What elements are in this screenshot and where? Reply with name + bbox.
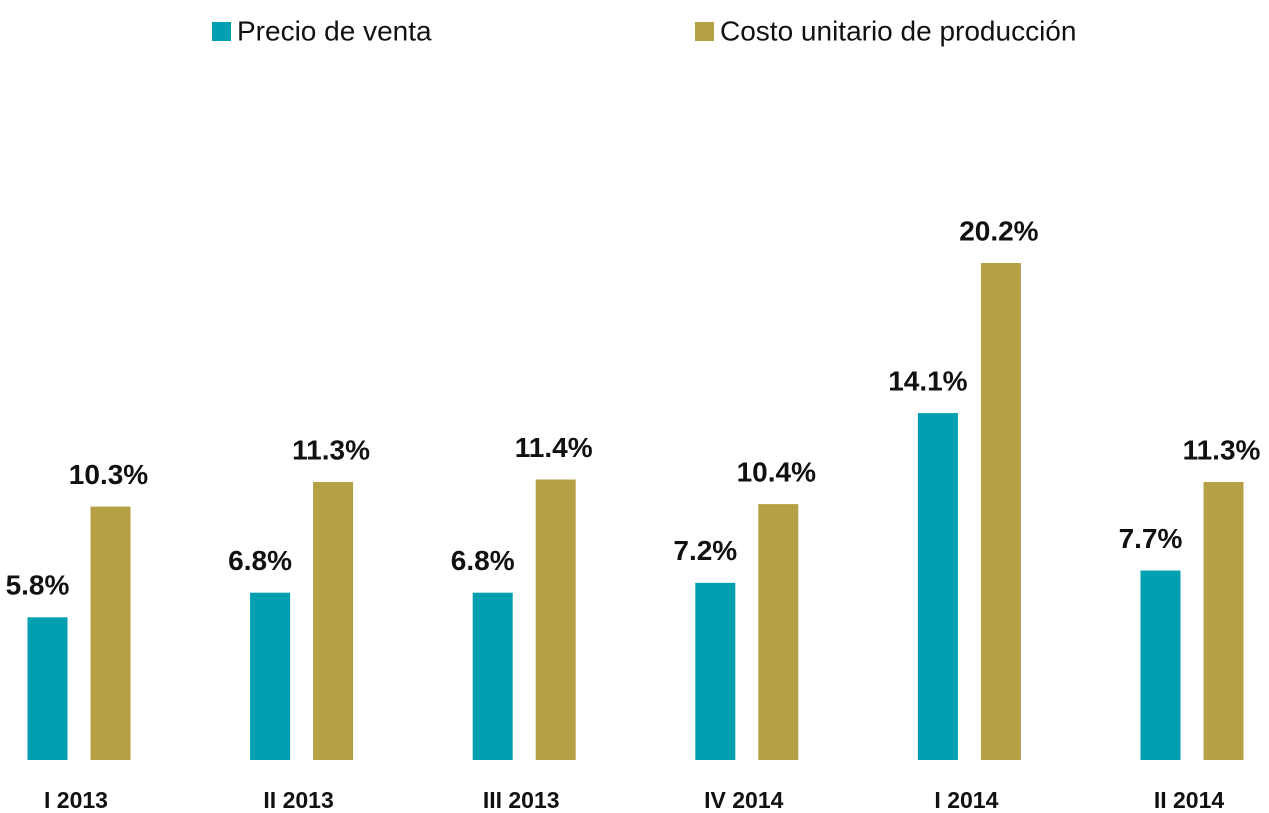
bar (90, 506, 131, 760)
bar (1203, 481, 1244, 760)
data-label: 11.3% (1183, 434, 1261, 465)
legend-swatch (212, 22, 231, 41)
data-label: 6.8% (228, 545, 292, 576)
data-label: 10.4% (737, 457, 816, 488)
bar (1140, 570, 1181, 760)
data-label: 6.8% (451, 545, 515, 576)
bar (313, 481, 354, 760)
x-tick-label: I 2014 (934, 787, 998, 813)
bar (27, 617, 68, 760)
bar (695, 582, 736, 760)
bar (758, 504, 799, 760)
bar (250, 592, 291, 760)
bar (917, 413, 958, 760)
data-label: 11.3% (292, 434, 370, 465)
x-tick-label: IV 2014 (704, 787, 783, 813)
data-label: 10.3% (69, 459, 148, 490)
data-label: 20.2% (959, 215, 1038, 246)
legend-label: Costo unitario de producción (720, 15, 1076, 46)
x-tick-label: II 2013 (263, 787, 333, 813)
bar (980, 263, 1021, 760)
x-tick-label: I 2013 (44, 787, 108, 813)
x-tick-label: II 2014 (1154, 787, 1225, 813)
legend-label: Precio de venta (237, 15, 432, 46)
data-label: 14.1% (888, 365, 967, 396)
x-tick-label: III 2013 (483, 787, 560, 813)
bar (535, 479, 576, 760)
data-label: 11.4% (515, 432, 593, 463)
legend-swatch (695, 22, 714, 41)
data-label: 7.2% (673, 535, 737, 566)
bar (472, 592, 513, 760)
data-label: 5.8% (6, 570, 70, 601)
data-label: 7.7% (1119, 523, 1183, 554)
